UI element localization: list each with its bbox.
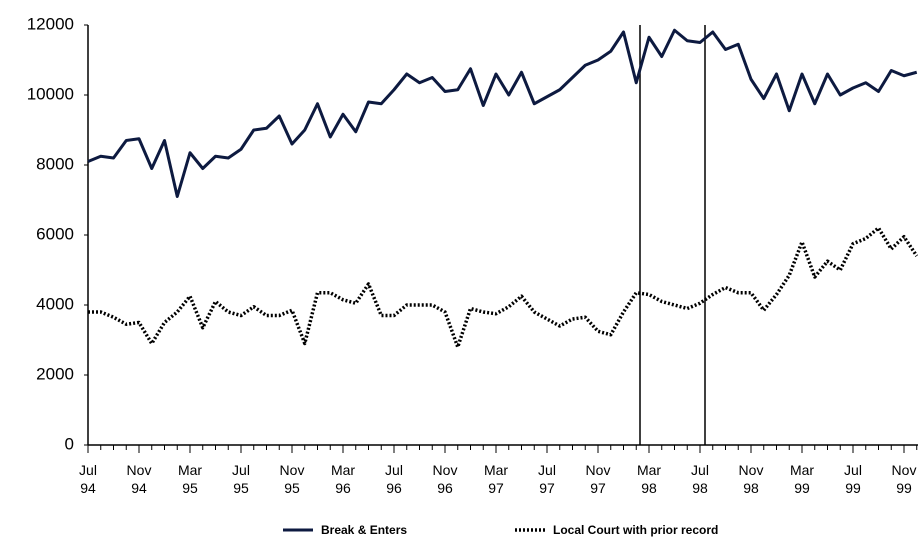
x-tick-label: Jul 98: [691, 462, 709, 496]
x-tick-label: Jul 94: [79, 462, 97, 496]
x-tick-label: Nov 98: [739, 462, 764, 496]
x-tick-label: Mar 99: [790, 462, 814, 496]
x-tick-label: Jul 95: [232, 462, 250, 496]
y-tick-label: 10000: [27, 84, 74, 103]
x-tick-label: Mar 97: [484, 462, 508, 496]
x-tick-label: Nov 94: [127, 462, 152, 496]
x-tick-label: Jul 96: [385, 462, 403, 496]
x-tick-label: Mar 95: [178, 462, 202, 496]
series-line: [88, 226, 918, 349]
x-tick-label: Jul 99: [844, 462, 862, 496]
x-tick-label: Nov 97: [586, 462, 611, 496]
y-tick-label: 12000: [27, 14, 74, 33]
x-tick-label: Nov 95: [280, 462, 305, 496]
x-tick-label: Mar 96: [331, 462, 355, 496]
legend-label: Local Court with prior record: [553, 523, 718, 537]
x-tick-label: Nov 96: [433, 462, 458, 496]
y-tick-label: 2000: [36, 364, 74, 383]
x-tick-label: Nov 99: [892, 462, 917, 496]
y-tick-label: 8000: [36, 154, 74, 173]
legend-label: Break & Enters: [321, 523, 407, 537]
y-tick-label: 0: [65, 434, 74, 453]
x-tick-label: Jul 97: [538, 462, 556, 496]
y-tick-label: 6000: [36, 224, 74, 243]
series-line: [87, 28, 918, 198]
x-tick-label: Mar 98: [637, 462, 661, 496]
y-tick-label: 4000: [36, 294, 74, 313]
